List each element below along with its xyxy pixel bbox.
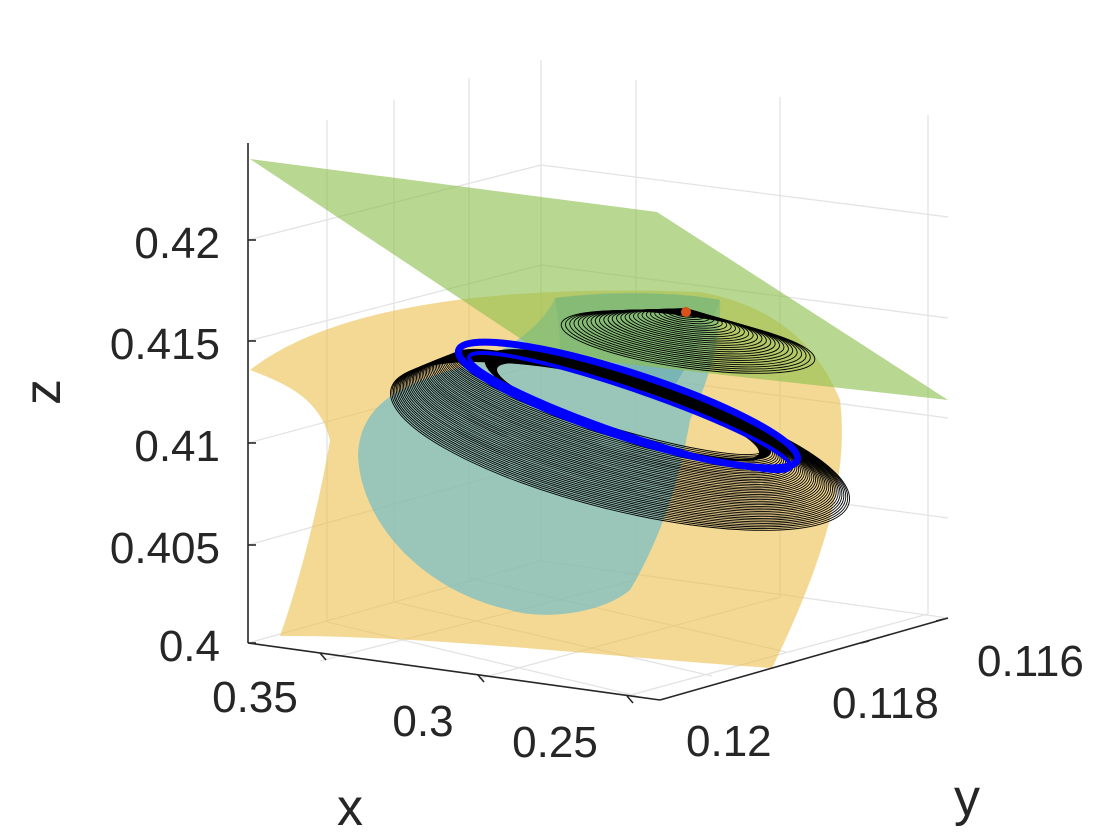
equilibrium-point (681, 307, 691, 317)
y-tick (935, 618, 945, 622)
x-tick (626, 695, 634, 704)
y-tick-label: 0.118 (832, 679, 939, 728)
x-tick-label: 0.3 (392, 697, 453, 746)
z-tick-label: 0.405 (110, 524, 220, 573)
axes (247, 143, 949, 701)
x-tick (477, 674, 485, 683)
z-tick-labels: 0.42 0.415 0.41 0.405 0.4 (110, 219, 220, 671)
y-tick (785, 661, 795, 665)
z-tick-label: 0.42 (134, 219, 220, 268)
y-tick-label: 0.116 (977, 637, 1084, 686)
limit-cycle (454, 338, 802, 474)
x-axis-label: x (337, 779, 363, 837)
ticks (248, 239, 945, 704)
x-tick (319, 652, 327, 661)
z-tick-label: 0.415 (110, 320, 220, 369)
z-tick-label: 0.41 (134, 422, 220, 471)
y-axis-label: y (954, 769, 980, 827)
trajectory-loop-top (560, 310, 816, 374)
limit-cycle-loop (454, 338, 802, 472)
y-axis-line (659, 617, 949, 701)
grid-z-0.42-ywall (540, 164, 949, 218)
y-tick-labels: 0.116 0.118 0.12 (686, 637, 1084, 766)
z-tick-label: 0.4 (159, 622, 220, 671)
z-axis-label: z (14, 379, 72, 405)
x-tick-label: 0.35 (212, 673, 298, 722)
x-tick-labels: 0.35 0.3 0.25 (212, 673, 598, 767)
x-tick-label: 0.25 (512, 718, 598, 767)
limit-cycle-loop (467, 350, 793, 474)
x-axis-line (247, 642, 661, 701)
y-tick-label: 0.12 (686, 717, 772, 766)
y-tick (860, 640, 870, 644)
